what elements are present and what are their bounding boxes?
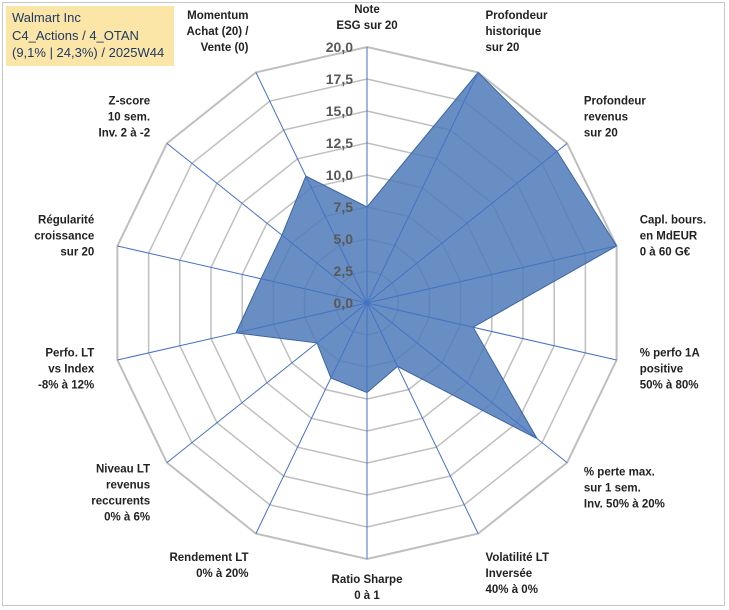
category-label: Capl. bours. en MdEUR 0 à 60 G€ bbox=[640, 214, 706, 258]
spoke bbox=[366, 302, 617, 361]
spoke bbox=[366, 245, 617, 304]
spoke bbox=[117, 245, 368, 304]
category-label: Profondeur revenus sur 20 bbox=[584, 96, 646, 140]
category-label: Volatilité LT Inversée 40% à 0% bbox=[486, 552, 549, 596]
category-label: Note ESG sur 20 bbox=[336, 4, 397, 32]
tick-label: 12,5 bbox=[326, 135, 353, 151]
spoke bbox=[117, 302, 368, 361]
category-label-line: Profondeur bbox=[584, 96, 646, 108]
spoke bbox=[255, 72, 368, 304]
tick-label: 20,0 bbox=[326, 39, 353, 55]
tick-label: 17,5 bbox=[326, 71, 353, 87]
spoke bbox=[255, 302, 368, 534]
radar-tick-labels: 0,0 2,5 5,0 7,5 10,0 12,5 15,0 17,5 20,0 bbox=[326, 39, 353, 311]
category-label-line: % perte max. bbox=[584, 466, 655, 478]
tick-label: 0,0 bbox=[334, 295, 354, 311]
category-label-line: croissance bbox=[34, 230, 94, 242]
category-label-line: Niveau LT bbox=[96, 463, 150, 475]
category-label-line: ESG sur 20 bbox=[336, 20, 397, 32]
category-label-line: sur 20 bbox=[486, 42, 520, 54]
tick-label: 7,5 bbox=[334, 199, 354, 215]
category-label-line: sur 1 sem. bbox=[584, 482, 641, 494]
category-label-line: Ratio Sharpe bbox=[332, 574, 403, 586]
tick-label: 2,5 bbox=[334, 263, 354, 279]
category-label-line: historique bbox=[486, 26, 542, 38]
category-label-line: sur 20 bbox=[584, 128, 618, 140]
category-label-line: Inv. 2 à -2 bbox=[99, 128, 151, 140]
category-label-line: 0% à 20% bbox=[196, 568, 248, 580]
category-label: Niveau LT revenus reccurents 0% à 6% bbox=[91, 463, 150, 523]
category-label-line: Vente (0) bbox=[201, 42, 249, 54]
tick-label: 10,0 bbox=[326, 167, 353, 183]
spoke bbox=[166, 302, 368, 463]
category-label-line: Note bbox=[354, 4, 380, 16]
category-label-line: 0 à 1 bbox=[354, 590, 380, 602]
category-label: Perfo. LT vs Index -8% à 12% bbox=[38, 348, 95, 392]
radar-spokes bbox=[117, 47, 617, 559]
category-label: Z-score 10 sem. Inv. 2 à -2 bbox=[99, 96, 151, 140]
category-label-line: 10 sem. bbox=[108, 112, 150, 124]
spoke bbox=[366, 302, 568, 463]
category-label-line: 0% à 6% bbox=[104, 511, 150, 523]
spoke bbox=[366, 72, 479, 304]
category-label-line: 0 à 60 G€ bbox=[640, 246, 691, 258]
category-label: Régularité croissance sur 20 bbox=[34, 214, 94, 258]
category-label: Profondeur historique sur 20 bbox=[486, 10, 548, 54]
category-label: % perfo 1A positive 50% à 80% bbox=[640, 348, 700, 392]
radar-category-labels: Note ESG sur 20 Profondeur historique sur 20… bbox=[34, 4, 706, 602]
spoke bbox=[366, 302, 479, 534]
category-label-line: sur 20 bbox=[60, 246, 94, 258]
stats-and-week: (9,1% | 24,3%) / 2025W44 bbox=[12, 45, 165, 60]
category-label-line: % perfo 1A bbox=[640, 348, 700, 360]
category-label-line: Rendement LT bbox=[169, 552, 248, 564]
category-label-line: revenus bbox=[584, 112, 628, 124]
category-label-line: Perfo. LT bbox=[45, 348, 94, 360]
category-label-line: Profondeur bbox=[486, 10, 548, 22]
info-box: Walmart Inc C4_Actions / 4_OTAN (9,1% | … bbox=[6, 6, 174, 66]
spoke bbox=[366, 143, 568, 304]
category-label-line: en MdEUR bbox=[640, 230, 698, 242]
category-label-line: revenus bbox=[106, 479, 150, 491]
spoke bbox=[166, 143, 368, 304]
category-label: Momentum Achat (20) / Vente (0) bbox=[187, 10, 250, 54]
category-label-line: Z-score bbox=[109, 96, 151, 108]
category-label-line: Régularité bbox=[38, 214, 94, 226]
category-label-line: reccurents bbox=[91, 495, 150, 507]
category-label-line: vs Index bbox=[48, 364, 95, 376]
category-label-line: Volatilité LT bbox=[486, 552, 549, 564]
tick-label: 15,0 bbox=[326, 103, 353, 119]
category-label-line: Momentum bbox=[187, 10, 248, 22]
category-label: % perte max. sur 1 sem. Inv. 50% à 20% bbox=[584, 466, 665, 510]
company-name: Walmart Inc bbox=[12, 10, 81, 25]
tick-label: 5,0 bbox=[334, 231, 354, 247]
category-label-line: Inv. 50% à 20% bbox=[584, 498, 665, 510]
category-label-line: Achat (20) / bbox=[187, 26, 250, 38]
category-label-line: -8% à 12% bbox=[38, 380, 94, 392]
category-label: Ratio Sharpe 0 à 1 bbox=[332, 574, 403, 602]
category-label: Rendement LT 0% à 20% bbox=[169, 552, 248, 580]
category-label-line: 40% à 0% bbox=[486, 584, 538, 596]
category-label-line: Capl. bours. bbox=[640, 214, 706, 226]
category-label-line: positive bbox=[640, 364, 683, 376]
category-label-line: 50% à 80% bbox=[640, 380, 699, 392]
category-label-line: Inversée bbox=[486, 568, 533, 580]
classification: C4_Actions / 4_OTAN bbox=[12, 27, 139, 43]
